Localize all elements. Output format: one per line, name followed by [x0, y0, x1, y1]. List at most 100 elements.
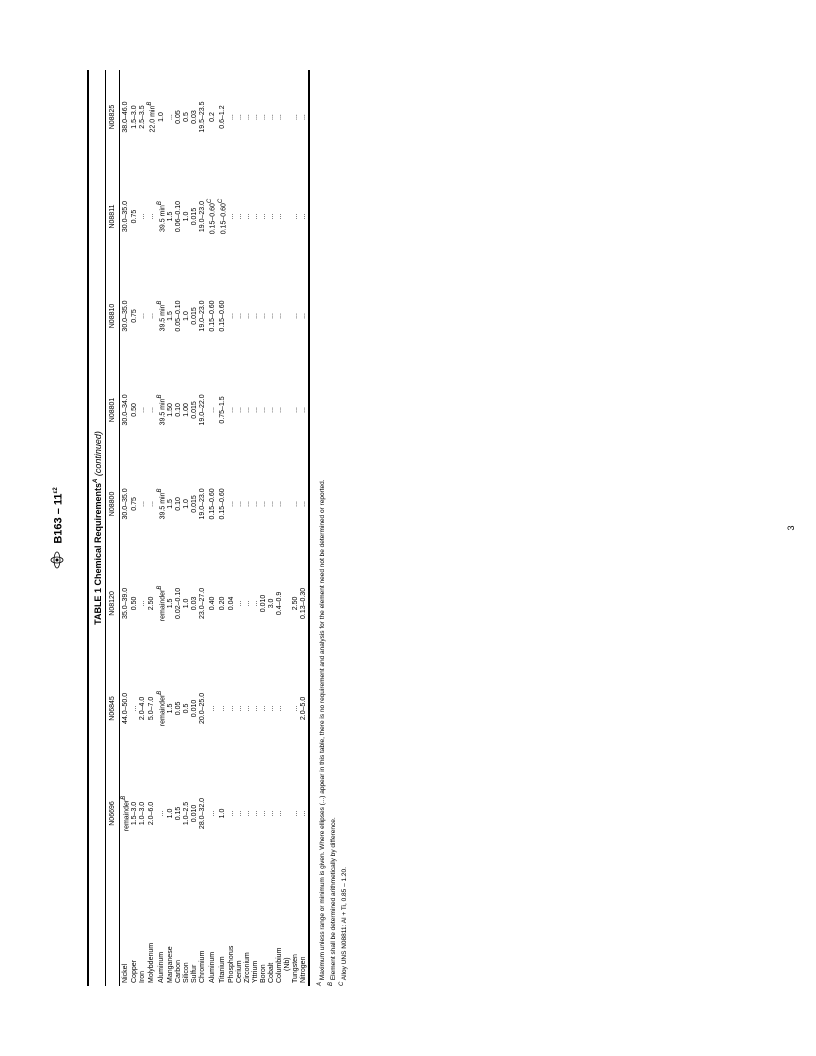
cell: 0.15–0.60	[207, 457, 217, 551]
cell	[284, 269, 292, 363]
cell: ...	[260, 269, 268, 363]
cell: 2.0–6.0	[146, 761, 156, 866]
cell: 30.0–34.0	[120, 363, 130, 457]
row-label: Zirconium	[244, 866, 252, 986]
cell: ...	[268, 70, 276, 164]
cell: ...	[228, 269, 236, 363]
cell: ...	[252, 363, 260, 457]
astm-logo	[50, 551, 67, 569]
cell: ...	[236, 269, 244, 363]
cell: 1.0–2.5	[183, 761, 191, 866]
cell	[284, 656, 292, 761]
cell: 39.5 minB	[157, 164, 167, 269]
cell: 0.010	[260, 551, 268, 656]
col-header: N06696	[106, 761, 119, 866]
table-row: Columbium......0.4–0.9...............	[276, 70, 284, 986]
cell: ...	[276, 363, 284, 457]
cell: ...	[300, 363, 308, 457]
table-row: Titanium1.0...0.200.15–0.600.75–1.50.15–…	[217, 70, 227, 986]
cell: 20.0–25.0	[199, 656, 207, 761]
cell: ...	[260, 70, 268, 164]
cell: ...	[292, 269, 300, 363]
cell: ...	[146, 363, 156, 457]
cell: 0.13–0.30	[300, 551, 308, 656]
cell: ...	[228, 363, 236, 457]
row-label: Manganese	[167, 866, 175, 986]
table-row: Cobalt......3.0...............	[268, 70, 276, 986]
table-row: Phosphorus......0.04...............	[228, 70, 236, 986]
cell	[284, 363, 292, 457]
row-label: Cobalt	[268, 866, 276, 986]
table-row: Aluminum......0.400.15–0.60...0.15–0.600…	[207, 70, 217, 986]
cell: ...	[207, 761, 217, 866]
cell: 44.0–50.0	[120, 656, 130, 761]
table-row: Cerium........................	[236, 70, 244, 986]
cell: ...	[292, 457, 300, 551]
cell: ...	[252, 551, 260, 656]
cell: 0.015	[191, 363, 199, 457]
cell: 0.2	[207, 70, 217, 164]
cell: ...	[276, 656, 284, 761]
col-header: N08811	[106, 164, 119, 269]
table-header-row: N06696N06845N08120N08800N08801N08810N088…	[106, 70, 119, 986]
row-label: Titanium	[217, 866, 227, 986]
cell: 0.05	[175, 656, 183, 761]
table-row: Nitrogen...2.0–5.00.13–0.30.............…	[300, 70, 308, 986]
cell: 2.50	[292, 551, 300, 656]
cell: ...	[244, 164, 252, 269]
cell: 1.5–3.0	[130, 70, 138, 164]
cell: 0.15–0.60	[217, 269, 227, 363]
cell: 0.015	[191, 457, 199, 551]
row-label: Chromium	[199, 866, 207, 986]
cell: 2.50	[146, 551, 156, 656]
cell: ...	[268, 164, 276, 269]
row-label: Sulfur	[191, 866, 199, 986]
cell: ...	[236, 363, 244, 457]
cell: ...	[268, 656, 276, 761]
cell: ...	[292, 164, 300, 269]
cell: ...	[138, 363, 146, 457]
row-label: Nitrogen	[300, 866, 308, 986]
table-row: (Nb)	[284, 70, 292, 986]
footnote: A Maximum unless range or minimum is giv…	[316, 70, 327, 986]
cell: 19.5–23.5	[199, 70, 207, 164]
cell: ...	[138, 269, 146, 363]
cell: ...	[252, 164, 260, 269]
rule-bottom	[308, 70, 310, 986]
cell: ...	[228, 457, 236, 551]
cell: 1.5	[167, 269, 175, 363]
cell: ...	[236, 457, 244, 551]
cell: 1.5–3.0	[130, 761, 138, 866]
cell: 0.50	[130, 551, 138, 656]
cell: ...	[300, 761, 308, 866]
cell: 0.75–1.5	[217, 363, 227, 457]
cell: ...	[244, 269, 252, 363]
cell: ...	[228, 761, 236, 866]
col-header: N06845	[106, 656, 119, 761]
cell: ...	[138, 164, 146, 269]
cell: 0.5	[183, 70, 191, 164]
cell: 1.0	[183, 457, 191, 551]
cell: 1.0	[183, 269, 191, 363]
table-row: Sulfur0.0100.0100.030.0150.0150.0150.015…	[191, 70, 199, 986]
cell	[284, 164, 292, 269]
cell: ...	[252, 656, 260, 761]
cell: ...	[244, 70, 252, 164]
cell: ...	[236, 70, 244, 164]
cell: ...	[228, 656, 236, 761]
cell: 22.0 minB	[146, 70, 156, 164]
cell: ...	[268, 363, 276, 457]
cell: ...	[268, 761, 276, 866]
table-row: Tungsten......2.50...............	[292, 70, 300, 986]
row-label: Copper	[130, 866, 138, 986]
cell: ...	[252, 761, 260, 866]
cell: 2.5–3.5	[138, 70, 146, 164]
cell: ...	[244, 656, 252, 761]
cell: ...	[146, 164, 156, 269]
cell: ...	[146, 457, 156, 551]
cell: 35.0–39.0	[120, 551, 130, 656]
cell: ...	[300, 164, 308, 269]
table-row: Molybdenum2.0–6.05.0–7.02.50............…	[146, 70, 156, 986]
cell: ...	[138, 457, 146, 551]
cell: ...	[292, 363, 300, 457]
